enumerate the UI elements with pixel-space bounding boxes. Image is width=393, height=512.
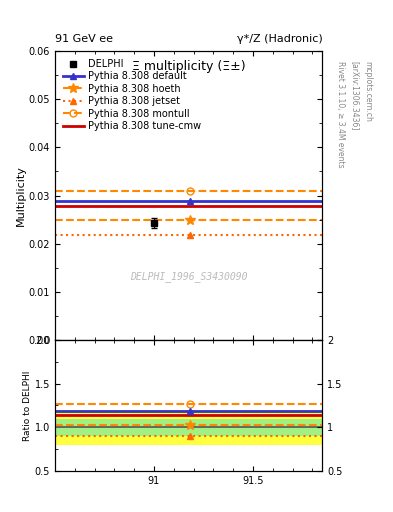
Legend: DELPHI, Pythia 8.308 default, Pythia 8.308 hoeth, Pythia 8.308 jetset, Pythia 8.: DELPHI, Pythia 8.308 default, Pythia 8.3… xyxy=(60,56,204,134)
Text: [arXiv:1306.3436]: [arXiv:1306.3436] xyxy=(351,61,360,131)
Y-axis label: Ratio to DELPHI: Ratio to DELPHI xyxy=(23,370,32,441)
Text: DELPHI_1996_S3430090: DELPHI_1996_S3430090 xyxy=(130,271,247,282)
Text: Ξ multiplicity (Ξ±): Ξ multiplicity (Ξ±) xyxy=(132,60,246,73)
Text: mcplots.cern.ch: mcplots.cern.ch xyxy=(364,61,373,122)
Bar xyxy=(55,418,322,436)
Text: 91 GeV ee: 91 GeV ee xyxy=(55,33,113,44)
Text: γ*/Z (Hadronic): γ*/Z (Hadronic) xyxy=(237,33,322,44)
Bar xyxy=(55,410,322,445)
Y-axis label: Multiplicity: Multiplicity xyxy=(16,165,26,226)
Text: Rivet 3.1.10, ≥ 3.4M events: Rivet 3.1.10, ≥ 3.4M events xyxy=(336,61,345,168)
